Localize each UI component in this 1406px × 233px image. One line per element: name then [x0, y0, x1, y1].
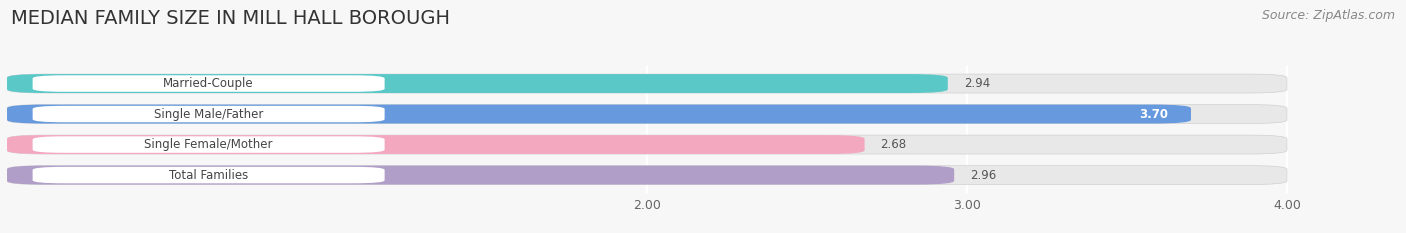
Text: Source: ZipAtlas.com: Source: ZipAtlas.com: [1261, 9, 1395, 22]
FancyBboxPatch shape: [7, 74, 1286, 93]
FancyBboxPatch shape: [32, 75, 385, 92]
FancyBboxPatch shape: [32, 136, 385, 153]
Text: 2.68: 2.68: [880, 138, 907, 151]
Text: 2.96: 2.96: [970, 169, 997, 182]
FancyBboxPatch shape: [32, 167, 385, 183]
FancyBboxPatch shape: [7, 166, 1286, 185]
FancyBboxPatch shape: [7, 166, 955, 185]
Text: Married-Couple: Married-Couple: [163, 77, 254, 90]
Text: MEDIAN FAMILY SIZE IN MILL HALL BOROUGH: MEDIAN FAMILY SIZE IN MILL HALL BOROUGH: [11, 9, 450, 28]
FancyBboxPatch shape: [7, 135, 1286, 154]
FancyBboxPatch shape: [32, 106, 385, 122]
Text: Single Male/Father: Single Male/Father: [153, 108, 263, 120]
FancyBboxPatch shape: [7, 105, 1191, 123]
Text: Total Families: Total Families: [169, 169, 249, 182]
Text: Single Female/Mother: Single Female/Mother: [145, 138, 273, 151]
FancyBboxPatch shape: [7, 74, 948, 93]
Text: 3.70: 3.70: [1140, 108, 1168, 120]
Text: 2.94: 2.94: [963, 77, 990, 90]
FancyBboxPatch shape: [7, 105, 1286, 123]
FancyBboxPatch shape: [7, 135, 865, 154]
